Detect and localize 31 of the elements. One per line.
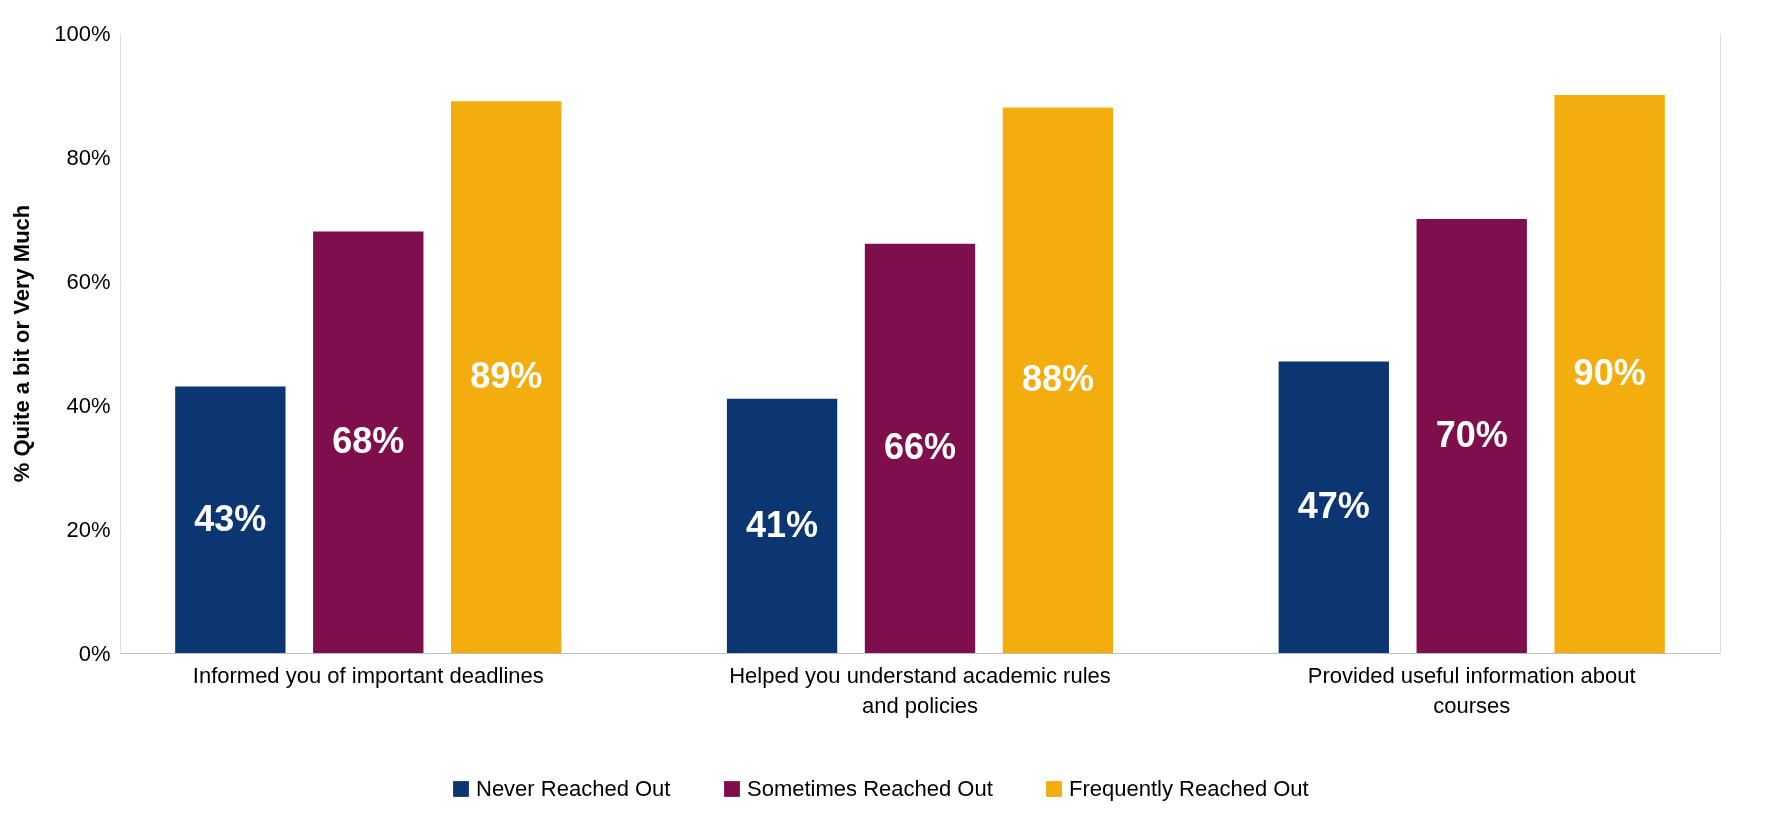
data-label: 47% — [1297, 485, 1370, 527]
data-label: 88% — [1021, 358, 1094, 400]
bar — [864, 243, 976, 653]
bar — [1002, 107, 1114, 653]
data-label: 89% — [470, 355, 543, 397]
bar — [175, 386, 286, 653]
data-label: 66% — [883, 426, 957, 468]
bar — [451, 101, 562, 653]
data-label: 43% — [194, 497, 267, 539]
bar — [1416, 219, 1527, 653]
legend-label: Frequently Reached Out — [1069, 776, 1309, 801]
y-tick-label: 60% — [66, 268, 111, 294]
bar — [726, 398, 838, 653]
y-axis-title: % Quite a bit or Very Much — [9, 204, 35, 483]
data-label: 90% — [1573, 352, 1646, 393]
data-label: 68% — [332, 420, 405, 462]
y-tick-label: 100% — [54, 20, 111, 46]
y-tick-label: 0% — [78, 640, 111, 666]
data-label: 70% — [1435, 414, 1508, 455]
data-label: 41% — [746, 503, 819, 545]
y-tick-label: 20% — [66, 516, 111, 542]
bar — [313, 231, 424, 653]
x-tick-label: Provided useful information about courses — [1307, 662, 1636, 718]
y-tick-label: 80% — [66, 144, 111, 170]
y-tick-label: 40% — [66, 392, 111, 418]
x-tick-label: Helped you understand academic rules and policies — [729, 662, 1111, 718]
bar — [1554, 95, 1665, 653]
bar — [1278, 361, 1389, 653]
legend-label: Sometimes Reached Out — [747, 776, 993, 801]
legend-label: Never Reached Out — [476, 776, 671, 801]
x-tick-label: Informed you of important deadlines — [192, 662, 544, 688]
